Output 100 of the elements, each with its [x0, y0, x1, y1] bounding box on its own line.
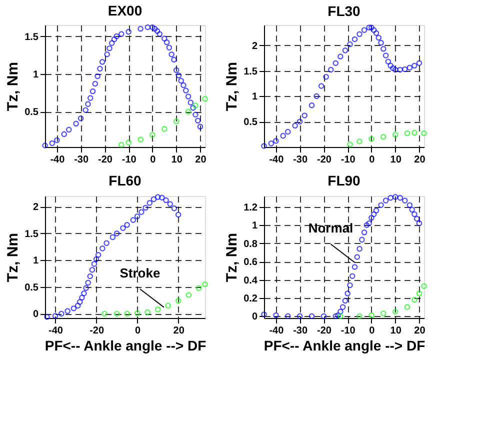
y-tick-label: 0 [32, 309, 39, 320]
point [61, 131, 67, 138]
point [97, 66, 103, 72]
point [42, 142, 48, 148]
point [273, 312, 279, 318]
point [340, 304, 346, 310]
point [175, 212, 182, 218]
point [421, 283, 427, 290]
point [338, 54, 344, 60]
point [111, 36, 118, 42]
y-tick-label: 2 [252, 40, 258, 52]
point [130, 217, 136, 223]
point [378, 40, 384, 46]
point [91, 261, 98, 267]
point [342, 298, 348, 304]
point [163, 197, 169, 204]
point [380, 310, 386, 316]
point [370, 211, 377, 218]
point [354, 254, 360, 260]
y-tick-label: 1.2 [244, 202, 258, 214]
point [186, 292, 192, 298]
x-tick-label: 20 [195, 154, 207, 166]
y-tick-label: 0.5 [24, 107, 39, 118]
point [87, 95, 94, 101]
x-tick-label: -20 [90, 326, 104, 336]
point [171, 56, 177, 63]
point [194, 118, 201, 124]
point [412, 296, 418, 303]
point [416, 60, 422, 66]
point [44, 314, 50, 320]
point [356, 313, 362, 320]
x-tick-label: -40 [269, 326, 284, 336]
point [175, 298, 182, 304]
point [120, 225, 126, 231]
chart-title: FL30 [328, 2, 361, 19]
point [392, 194, 398, 200]
point [85, 101, 91, 107]
point [76, 299, 83, 305]
chart-title: FL90 [328, 172, 361, 188]
point [370, 27, 377, 33]
y-tick-label: 0.8 [244, 238, 258, 250]
point [108, 40, 115, 46]
point [314, 93, 320, 100]
point [150, 132, 156, 138]
x-tick-label: -20 [316, 326, 332, 336]
point [414, 216, 420, 222]
point [185, 108, 192, 114]
point [178, 78, 184, 84]
y-tick-label: 0.5 [24, 282, 39, 294]
point [192, 102, 198, 108]
point [188, 100, 194, 106]
point [366, 220, 372, 226]
point [332, 60, 339, 66]
point [78, 115, 84, 122]
point [134, 213, 140, 220]
point [142, 204, 148, 211]
point [89, 266, 96, 273]
point [332, 313, 339, 320]
x-tick-label: 0 [369, 154, 376, 166]
point [159, 194, 165, 200]
point [171, 205, 178, 212]
x-tick-label: -30 [293, 154, 308, 166]
point [382, 52, 389, 58]
point [352, 264, 358, 270]
point [58, 310, 64, 317]
point [380, 46, 386, 52]
point [73, 120, 79, 127]
point [118, 142, 124, 148]
point [373, 30, 380, 36]
point [268, 140, 274, 146]
point [92, 80, 98, 87]
point [323, 74, 329, 80]
y-tick-label: 0.5 [244, 117, 258, 128]
x-tick-label: 0 [135, 326, 142, 336]
point [124, 222, 130, 228]
point [390, 65, 396, 72]
point [261, 143, 267, 149]
point [176, 72, 182, 78]
point [66, 126, 72, 133]
point [347, 282, 353, 288]
point [361, 230, 368, 236]
point [52, 312, 58, 319]
point [347, 41, 353, 48]
point [388, 62, 394, 69]
point [385, 58, 392, 64]
point [168, 51, 174, 58]
point [338, 313, 344, 320]
point [197, 124, 204, 130]
point [95, 252, 102, 258]
point [368, 136, 374, 142]
point [342, 48, 348, 54]
y-tick-label: 0.2 [244, 293, 258, 304]
point [164, 39, 170, 46]
point [196, 285, 202, 291]
point [150, 24, 156, 30]
point [146, 200, 153, 206]
point [412, 62, 418, 69]
point [368, 24, 374, 30]
point [126, 140, 132, 146]
point [328, 66, 334, 73]
